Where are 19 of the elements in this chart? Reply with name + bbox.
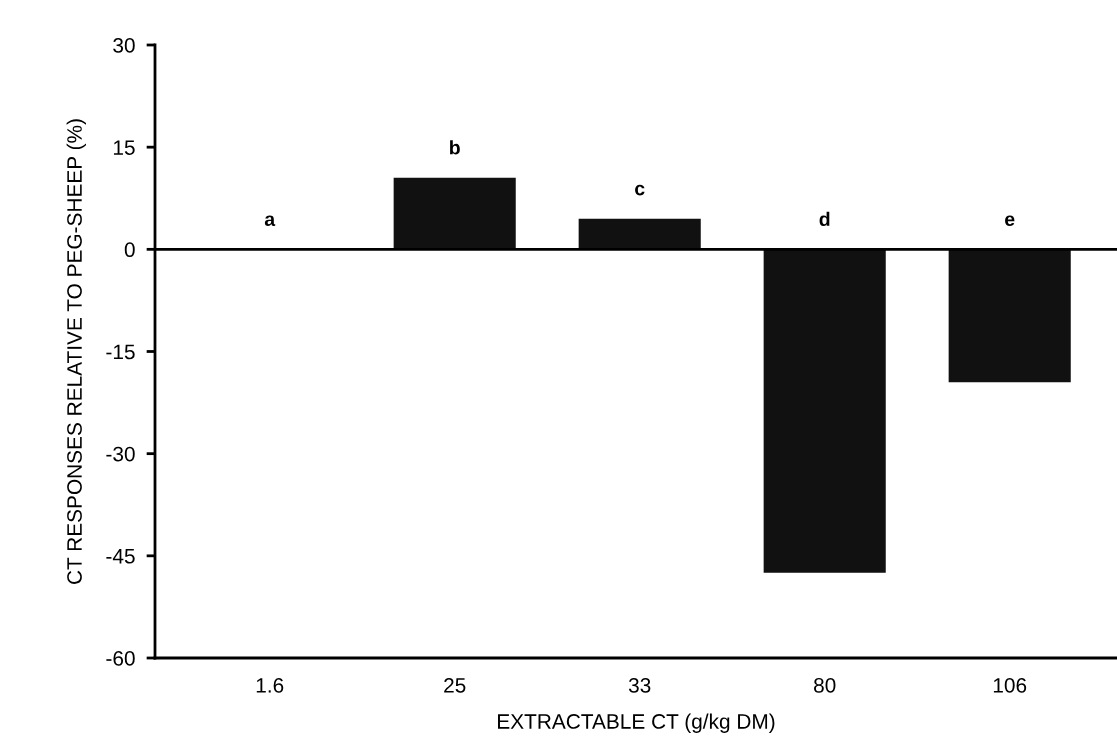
annotation: c xyxy=(635,184,645,196)
y-axis-title: CT RESPONSES RELATIVE TO PEG-SHEEP (%) xyxy=(66,119,86,584)
annotation: e xyxy=(1005,215,1015,227)
x-tick-label: 1.6 xyxy=(256,677,284,693)
y-tick-label: -15 xyxy=(106,344,135,360)
y-tick-label: -30 xyxy=(106,446,135,462)
annotation: b xyxy=(450,140,460,155)
annotation: d xyxy=(819,211,830,227)
x-axis-title: EXTRACTABLE CT (g/kg DM) xyxy=(498,713,775,733)
x-tick-label: 80 xyxy=(814,677,836,693)
x-tick-label: 25 xyxy=(444,677,466,693)
annotation: a xyxy=(264,215,276,227)
x-tick-label: 33 xyxy=(628,677,651,693)
x-tick-label: 106 xyxy=(993,677,1027,693)
y-tick-label: -60 xyxy=(106,651,135,666)
y-tick-label: -45 xyxy=(106,549,135,564)
y-tick-label: 30 xyxy=(113,38,135,53)
y-tick-label: 15 xyxy=(113,140,135,155)
y-tick-label: 0 xyxy=(124,242,135,258)
